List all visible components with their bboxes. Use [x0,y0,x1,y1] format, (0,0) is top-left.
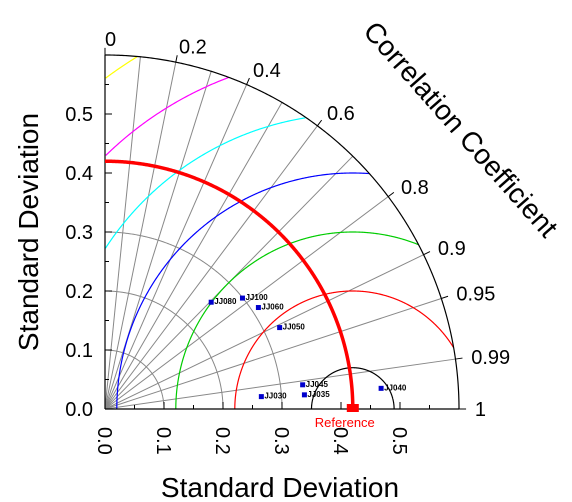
rms-arc [116,172,370,409]
rms-arc [310,367,395,409]
x-tick-label: 0.0 [93,427,115,455]
x-tick-label: 0.1 [152,427,174,455]
y-axis-label: Standard Deviation [13,113,44,351]
correlation-tick-label: 0.2 [179,37,207,59]
y-tick-label: 0.2 [65,281,93,303]
rms-arc [105,76,230,156]
correlation-tick-label: 0.4 [253,60,281,82]
correlation-tick [387,191,395,198]
data-point-marker [277,325,283,331]
reference-label: Reference [315,415,375,430]
reference-marker [346,404,359,412]
data-point-label: JJ035 [307,390,330,399]
data-point-marker [255,305,261,311]
data-point-label: JJ060 [261,303,284,312]
correlation-grid-line [104,297,442,410]
correlation-grid-line [104,71,212,410]
rms-arcs-layer [104,56,454,409]
rms-arc [234,290,454,409]
data-point-marker [301,392,307,398]
correlation-tick [423,251,431,256]
correlation-tick [455,357,463,360]
y-tick-label: 0.5 [65,104,93,126]
rms-arc [105,56,138,79]
correlation-tick [316,119,323,127]
axes-layer: 0.0 0.1 0.2 0.3 0.4 0.5 0.0 0.1 0.2 0.3 0.4 0.5 0 0.2… [65,29,510,455]
correlation-axis-label: Correlation Coefficient [358,15,565,243]
y-tick-label: 0.4 [65,163,93,185]
data-point-marker [258,394,264,400]
correlation-tick-label: 0.8 [401,177,429,199]
data-point-label: JJ080 [214,297,237,306]
correlation-tick [175,55,178,63]
correlation-grid-line [104,358,456,410]
correlation-grid-line [104,84,248,410]
points-layer: JJ030 JJ035 JJ040 JJ045 JJ050 JJ060 JJ080 JJ100 [208,293,407,401]
rms-arc [104,117,306,249]
correlation-grid-line [104,62,177,410]
data-point-label: JJ040 [384,383,407,392]
x-axis-label: Standard Deviation [161,472,399,502]
correlation-grid-line [104,125,318,410]
y-tick-label: 0.0 [65,399,93,421]
data-point-label: JJ030 [264,392,287,401]
rms-arc [175,231,419,409]
x-tick-label: 0.4 [329,427,351,455]
std-grid-arc [105,231,283,409]
reference-layer: Reference [105,159,375,430]
correlation-tick [441,295,449,299]
y-tick-label: 0.3 [65,222,93,244]
correlation-tick [246,77,250,85]
std-grid-arc [105,290,224,409]
correlation-tick-label: 0.6 [327,103,355,125]
std-grid-arc [105,349,165,409]
data-point-label: JJ045 [306,380,329,389]
x-tick-label: 0.2 [211,427,233,455]
outer-correlation-arc [105,54,460,409]
data-point-marker [208,299,214,305]
reference-std-arc [105,159,355,409]
correlation-tick-label: 0 [105,29,116,51]
data-point-marker [300,382,306,388]
correlation-tick-label: 0.95 [456,283,495,305]
data-point-label: JJ050 [283,323,306,332]
x-tick-label: 0.3 [270,427,292,455]
correlation-tick-label: 0.9 [438,238,466,260]
correlation-grid-line [104,102,283,410]
correlation-tick-label: 1 [475,399,486,421]
correlation-grid-line [104,196,389,410]
y-tick-label: 0.1 [65,340,93,362]
data-point-marker [239,295,245,301]
x-tick-label: 0.5 [388,427,410,455]
data-point-marker [378,385,384,391]
correlation-tick-label: 0.99 [471,347,510,369]
grid-layer [104,56,456,410]
data-point-label: JJ100 [245,293,268,302]
